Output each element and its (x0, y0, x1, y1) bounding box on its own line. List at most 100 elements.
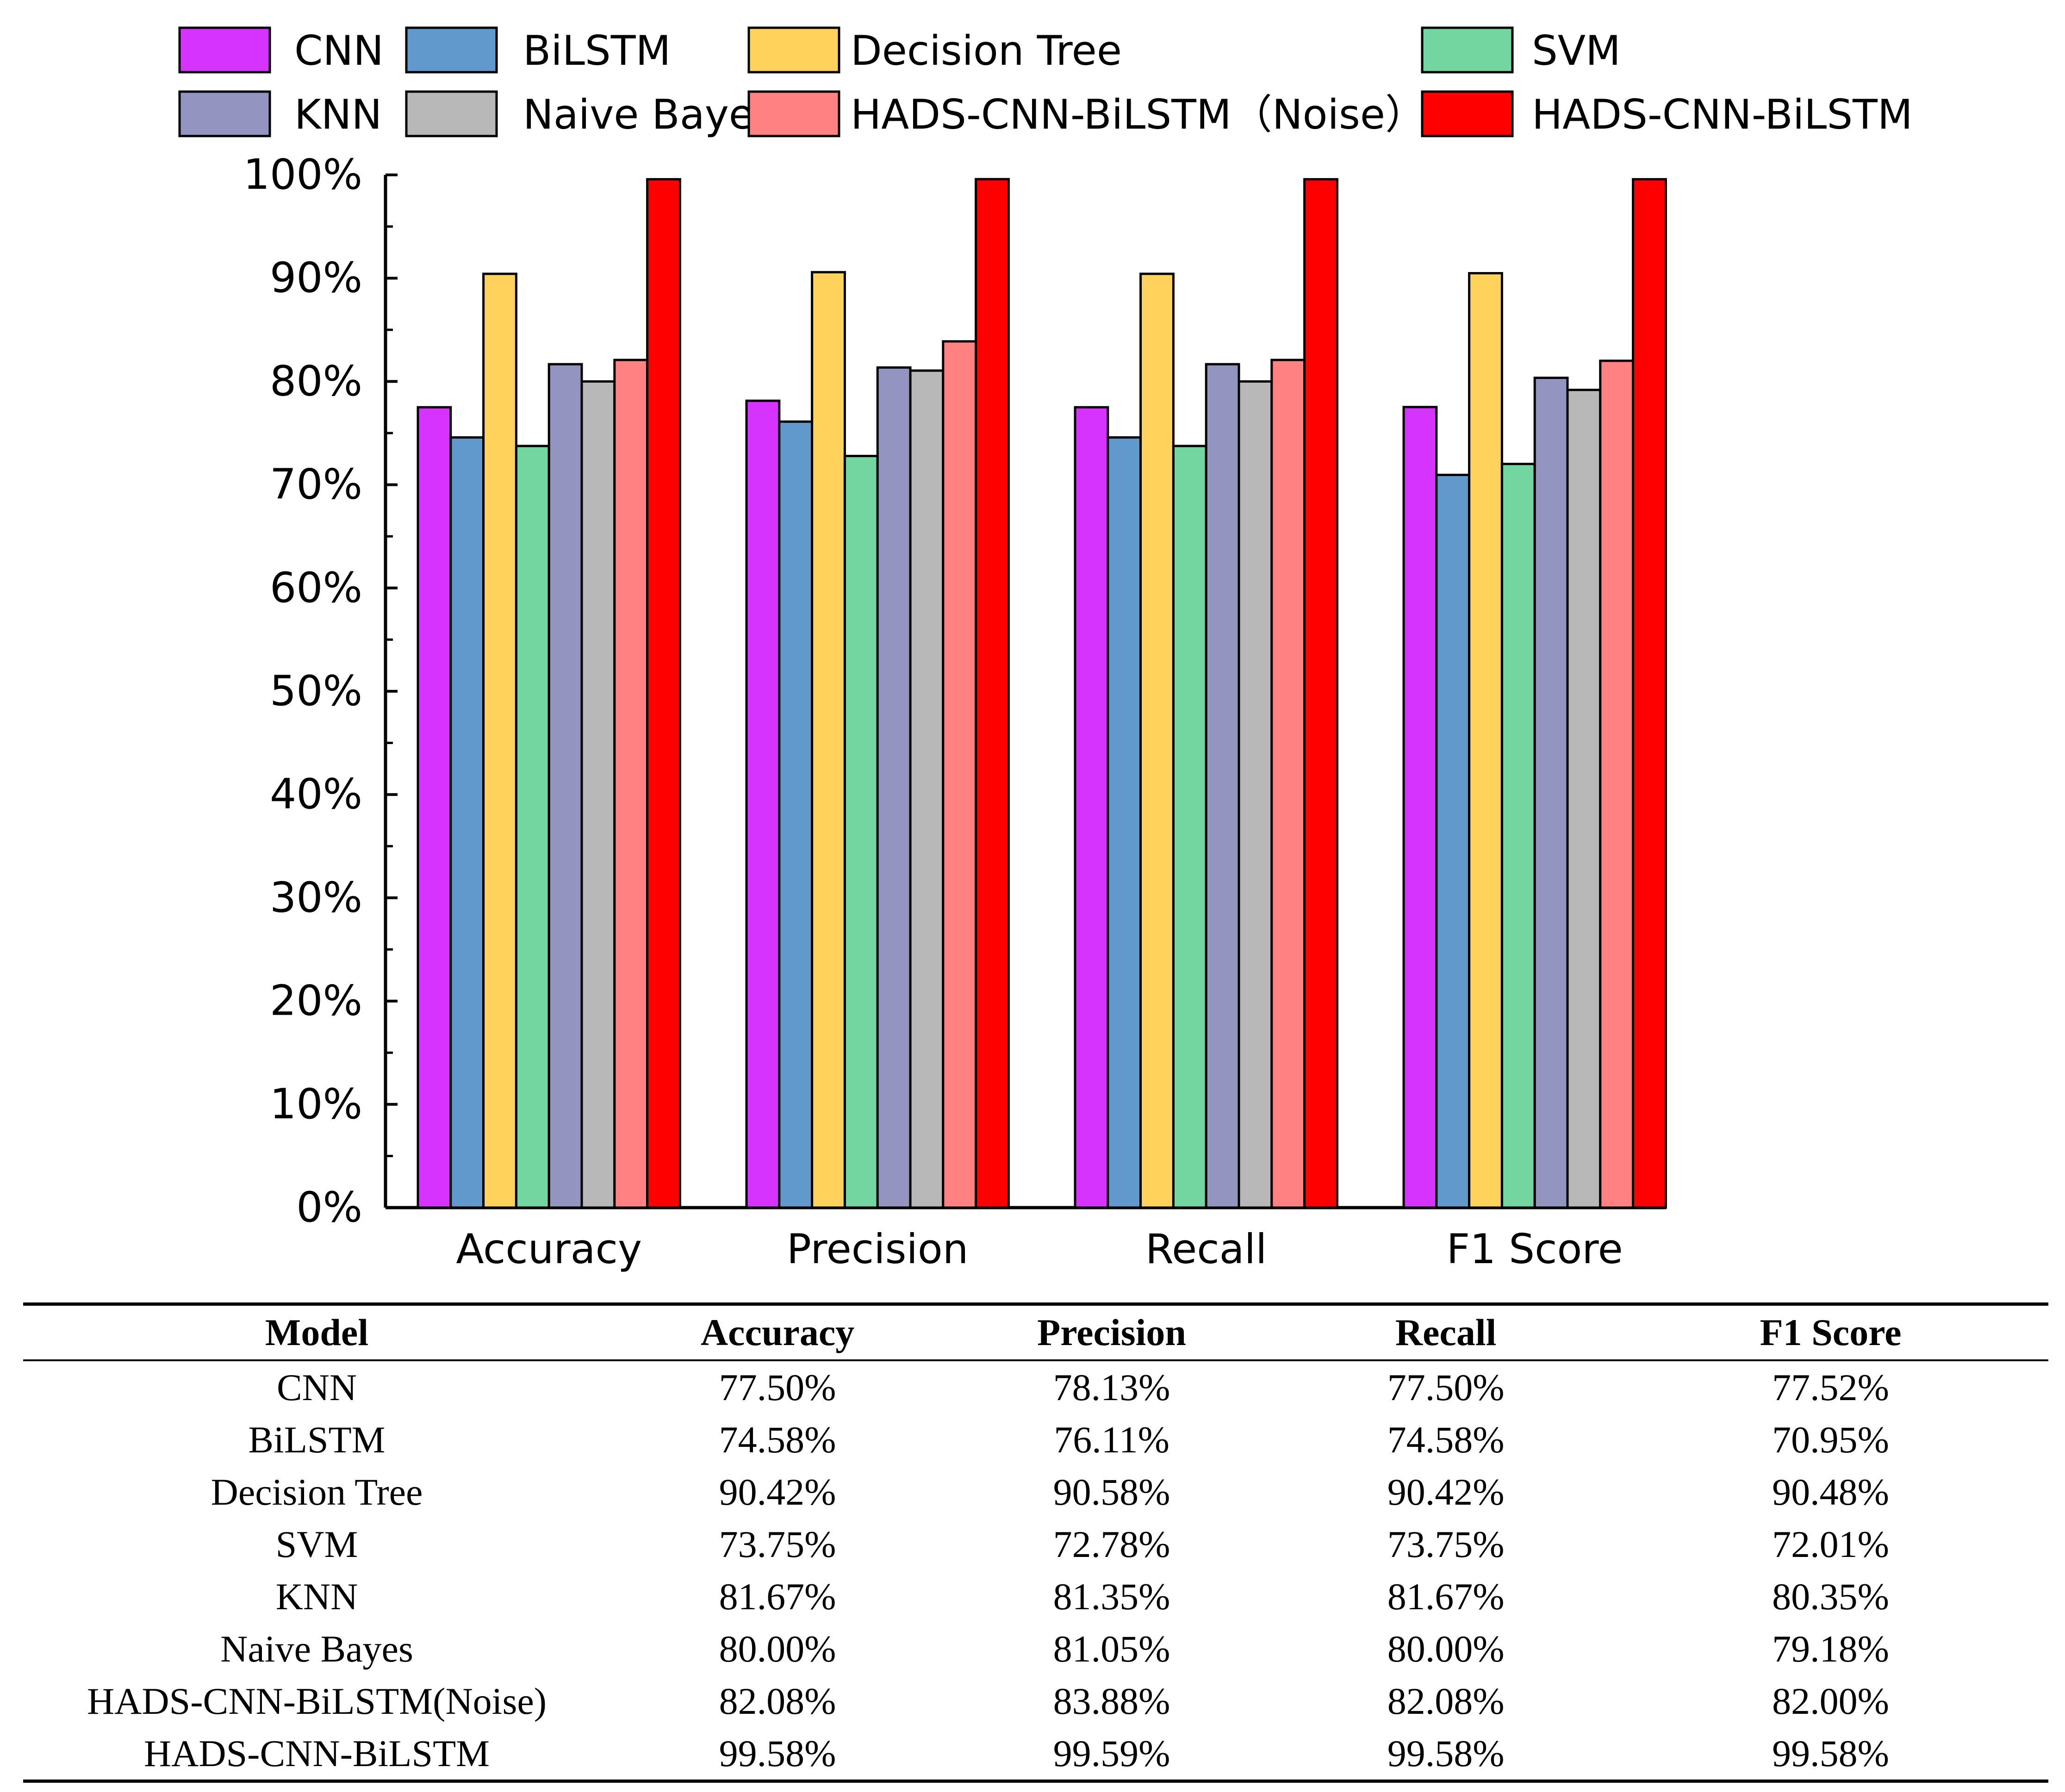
y-tick-label: 50% (270, 667, 362, 715)
y-tick-label: 0% (296, 1183, 362, 1232)
bar-hads-cnn-bilstm-noise-accuracy (613, 359, 649, 1209)
legend-swatch-hads-cnn-bilstm (1421, 90, 1514, 137)
legend-swatch-svm (1421, 26, 1514, 74)
cell-recall: 99.58% (1387, 1732, 1505, 1774)
cell-precision: 83.88% (1053, 1680, 1170, 1722)
cell-accuracy: 82.08% (719, 1680, 836, 1722)
bar-hads-cnn-bilstm-precision (975, 178, 1010, 1209)
bar-naive-bayes-precision (909, 369, 945, 1209)
bar-chart: CNN BiLSTM Decision Tree SVM KNN Naive Bayes H… (178, 26, 1913, 1273)
cell-model: Decision Tree (211, 1470, 423, 1513)
table-row: Naive Bayes 80.00% 81.05% 80.00% 79.18% (23, 1623, 2048, 1675)
y-axis: 0% 10% 20% 30% 40% 50% 60% 70% 80% 90% 100% (243, 150, 398, 1232)
cell-f1-score: 72.01% (1772, 1523, 1889, 1565)
cell-precision: 78.13% (1053, 1366, 1170, 1408)
bar-cnn-precision (745, 399, 781, 1209)
bar-naive-bayes-f1-score (1566, 389, 1602, 1209)
bar-svm-precision (843, 455, 879, 1209)
bar-bilstm-recall (1107, 436, 1142, 1209)
cell-recall: 90.42% (1387, 1470, 1505, 1513)
cell-accuracy: 99.58% (719, 1732, 836, 1774)
cell-model: SVM (275, 1523, 358, 1565)
cell-model: KNN (275, 1575, 358, 1618)
legend-swatch-decision-tree (747, 26, 840, 74)
table-row: HADS-CNN-BiLSTM 99.58% 99.59% 99.58% 99.… (23, 1727, 2048, 1780)
bar-knn-accuracy (547, 363, 583, 1209)
cell-f1-score: 82.00% (1772, 1680, 1889, 1722)
bar-knn-f1-score (1533, 377, 1569, 1209)
cell-f1-score: 90.48% (1772, 1470, 1889, 1513)
legend-label-decision-tree: Decision Tree (851, 27, 1122, 74)
bar-decision-tree-recall (1139, 273, 1175, 1209)
legend-label-svm: SVM (1532, 27, 1621, 74)
table-row: Decision Tree 90.42% 90.58% 90.42% 90.48… (23, 1466, 2048, 1518)
legend-swatch-naive-bayes (405, 90, 498, 137)
bar-cnn-accuracy (417, 406, 452, 1209)
cell-model: HADS-CNN-BiLSTM(Noise) (87, 1680, 547, 1722)
table-row: HADS-CNN-BiLSTM(Noise) 82.08% 83.88% 82.… (23, 1675, 2048, 1727)
legend-label-hads-cnn-bilstm-noise: HADS-CNN-BiLSTM（Noise） (851, 91, 1426, 138)
legend-label-bilstm: BiLSTM (523, 27, 671, 74)
x-tick-label: Precision (787, 1225, 969, 1273)
cell-precision: 76.11% (1054, 1418, 1169, 1461)
table-row: CNN 77.50% 78.13% 77.50% 77.52% (23, 1360, 2048, 1414)
bar-cnn-f1-score (1402, 406, 1438, 1209)
y-tick-label: 60% (270, 564, 362, 612)
y-tick-label: 30% (270, 873, 362, 922)
header-model: Model (23, 1306, 611, 1361)
x-tick-label: Recall (1145, 1225, 1267, 1273)
bar-hads-cnn-bilstm-noise-recall (1270, 359, 1306, 1209)
legend-label-knn: KNN (294, 91, 382, 138)
cell-f1-score: 99.58% (1772, 1732, 1889, 1774)
legend-label-hads-cnn-bilstm: HADS-CNN-BiLSTM (1532, 91, 1913, 138)
cell-precision: 90.58% (1053, 1470, 1170, 1513)
cell-model: HADS-CNN-BiLSTM (143, 1732, 490, 1774)
header-f1-score: F1 Score (1613, 1306, 2048, 1361)
bar-hads-cnn-bilstm-noise-f1-score (1599, 360, 1635, 1209)
header-precision: Precision (945, 1306, 1279, 1361)
table-header-row: Model Accuracy Precision Recall F1 Score (23, 1306, 2048, 1361)
bar-cnn-recall (1074, 406, 1109, 1209)
bar-hads-cnn-bilstm-recall (1303, 178, 1338, 1209)
bar-bilstm-precision (778, 420, 814, 1209)
x-axis: Accuracy Precision Recall F1 Score (386, 1206, 1666, 1273)
cell-accuracy: 77.50% (719, 1366, 836, 1408)
y-tick-label: 90% (270, 254, 362, 302)
bars-group (417, 178, 1667, 1209)
cell-model: Naive Bayes (220, 1627, 413, 1670)
bar-naive-bayes-recall (1238, 380, 1273, 1209)
cell-recall: 73.75% (1387, 1523, 1505, 1565)
cell-recall: 81.67% (1387, 1575, 1505, 1618)
bar-svm-accuracy (515, 445, 550, 1209)
cell-accuracy: 90.42% (719, 1470, 836, 1513)
cell-recall: 80.00% (1387, 1627, 1505, 1670)
cell-accuracy: 73.75% (719, 1523, 836, 1565)
y-tick-label: 80% (270, 357, 362, 405)
legend-swatch-cnn (178, 26, 271, 74)
legend-label-naive-bayes: Naive Bayes (523, 91, 775, 138)
legend-swatch-bilstm (405, 26, 498, 74)
x-tick-label: F1 Score (1447, 1225, 1623, 1273)
bar-hads-cnn-bilstm-f1-score (1632, 178, 1667, 1209)
bar-svm-recall (1172, 445, 1207, 1209)
table-row: KNN 81.67% 81.35% 81.67% 80.35% (23, 1570, 2048, 1623)
cell-f1-score: 77.52% (1772, 1366, 1889, 1408)
bar-decision-tree-precision (811, 271, 846, 1209)
cell-model: CNN (276, 1366, 357, 1408)
legend-swatch-knn (178, 90, 271, 137)
bar-decision-tree-accuracy (482, 273, 517, 1209)
cell-accuracy: 81.67% (719, 1575, 836, 1618)
cell-precision: 81.05% (1053, 1627, 1170, 1670)
y-tick-label: 40% (270, 770, 362, 818)
bar-decision-tree-f1-score (1468, 272, 1503, 1209)
cell-precision: 72.78% (1053, 1523, 1170, 1565)
cell-accuracy: 80.00% (719, 1627, 836, 1670)
bar-naive-bayes-accuracy (580, 380, 616, 1209)
table-row: SVM 73.75% 72.78% 73.75% 72.01% (23, 1518, 2048, 1570)
cell-accuracy: 74.58% (719, 1418, 836, 1461)
bar-bilstm-accuracy (449, 436, 485, 1209)
legend-label-cnn: CNN (294, 27, 384, 74)
results-table: Model Accuracy Precision Recall F1 Score… (23, 1306, 2048, 1780)
y-tick-label: 10% (270, 1080, 362, 1129)
bar-bilstm-f1-score (1435, 473, 1471, 1209)
